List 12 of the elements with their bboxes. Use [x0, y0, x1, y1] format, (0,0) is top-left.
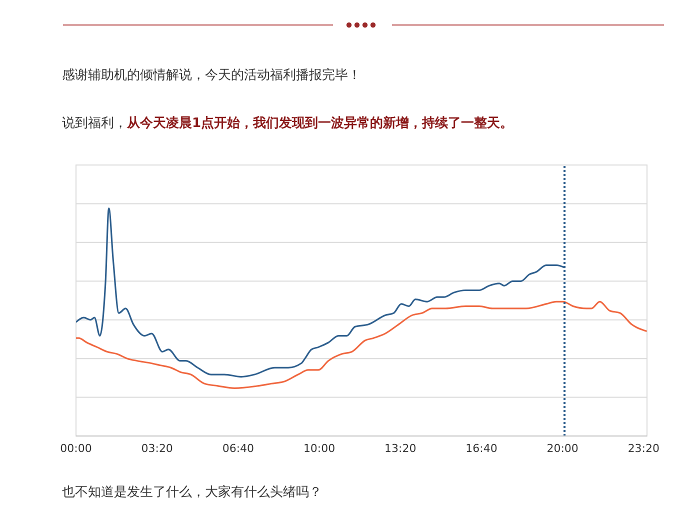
x-tick-label: 13:20 — [384, 442, 416, 455]
x-tick-label: 20:00 — [546, 442, 578, 455]
x-tick-label: 03:20 — [141, 442, 173, 455]
x-tick-label: 23:20 — [628, 442, 660, 455]
text: 感谢辅助机的倾情解说，今天的活动福利播报完毕！ — [62, 67, 361, 84]
x-tick-label: 06:40 — [222, 442, 254, 455]
text: 从今天凌晨1点开始，我们发现到一波异常的新增，持续了一整天。 — [127, 116, 514, 131]
text: 也不知道是发生了什么，大家有什么头绪吗？ — [62, 484, 322, 501]
text: 说到福利， — [62, 116, 127, 131]
x-tick-label: 00:00 — [60, 442, 92, 455]
x-tick-label: 16:40 — [466, 442, 498, 455]
x-tick-label: 10:00 — [303, 442, 336, 455]
